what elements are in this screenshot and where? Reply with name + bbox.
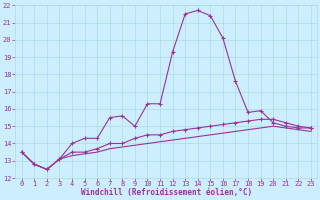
X-axis label: Windchill (Refroidissement éolien,°C): Windchill (Refroidissement éolien,°C) [81,188,252,197]
